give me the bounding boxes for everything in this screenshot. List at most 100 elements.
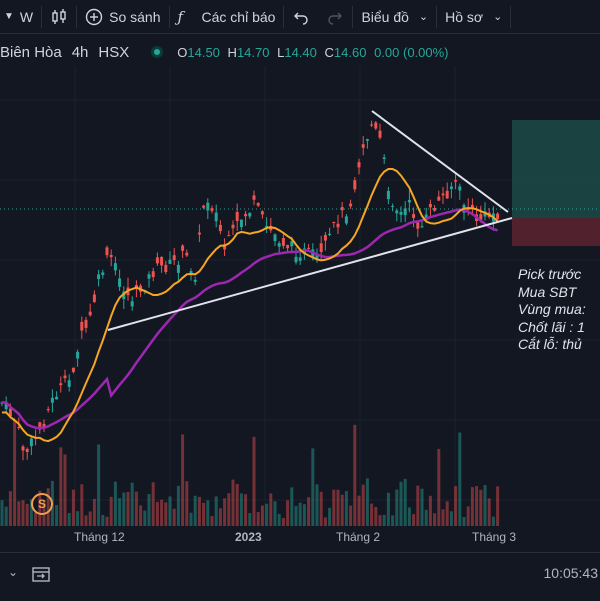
- candle-body: [433, 208, 437, 211]
- candle-body: [101, 272, 105, 275]
- volume-bar: [214, 496, 218, 526]
- upper-trendline[interactable]: [371, 110, 509, 213]
- candle-body: [231, 224, 235, 229]
- candle-body: [420, 226, 424, 228]
- candle-body: [21, 446, 25, 451]
- candle-body: [193, 279, 197, 282]
- date-range-icon[interactable]: [31, 564, 51, 584]
- market-status-icon[interactable]: [151, 46, 164, 58]
- candle-body: [382, 157, 386, 160]
- volume-bar: [29, 499, 33, 526]
- volume-bar: [193, 495, 197, 526]
- candle-body: [294, 256, 298, 263]
- candle-body: [17, 426, 21, 428]
- interval-button[interactable]: ▼ W: [4, 8, 34, 25]
- volume-bar: [382, 514, 386, 526]
- symbol-interval[interactable]: 4h: [71, 43, 89, 61]
- volume-bar: [248, 513, 252, 526]
- volume-bar: [139, 505, 143, 526]
- volume-bar: [273, 501, 277, 526]
- symbol-name[interactable]: Biên Hòa: [0, 43, 62, 61]
- bottom-bar: ⌄ 10:05:43: [0, 552, 600, 601]
- layout-button[interactable]: Biểu đồ ⌄: [361, 8, 429, 25]
- price-chart[interactable]: [0, 66, 600, 526]
- volume-bar: [265, 503, 269, 526]
- candle-body: [483, 211, 487, 217]
- ma-slow-line: [1, 208, 498, 430]
- candle-body: [248, 212, 252, 217]
- volume-bar: [185, 481, 189, 526]
- event-badge[interactable]: S: [31, 493, 53, 515]
- volume-bar: [256, 512, 260, 526]
- volume-bar: [424, 509, 428, 526]
- ma-fast-line: [1, 168, 499, 443]
- volume-bar: [281, 517, 285, 526]
- volume-bar: [496, 486, 500, 526]
- candle-body: [391, 205, 395, 207]
- candle-body: [428, 203, 432, 208]
- candle-body: [361, 144, 365, 148]
- volume-bar: [164, 502, 168, 526]
- plus-circle-icon: [85, 8, 103, 25]
- lower-trendline[interactable]: [107, 217, 513, 331]
- candle-body: [147, 274, 151, 279]
- candle-style-button[interactable]: [42, 0, 76, 33]
- candle-body: [4, 402, 8, 410]
- volume-bar: [277, 513, 281, 526]
- volume-bar: [361, 484, 365, 526]
- candle-body: [252, 195, 256, 200]
- candle-body: [445, 190, 449, 199]
- volume-bar: [260, 505, 264, 526]
- redo-icon: [328, 12, 343, 25]
- volume-bar: [420, 488, 424, 526]
- volume-bar: [109, 496, 113, 526]
- candle-body: [134, 284, 138, 288]
- volume-bar: [395, 489, 399, 526]
- loss-zone[interactable]: [512, 218, 600, 246]
- volume-bar: [113, 481, 117, 526]
- volume-bar: [433, 513, 437, 526]
- volume-bar: [290, 487, 294, 526]
- trade-note: Pick trước Mua SBT Vùng mua: Chốt lãi : …: [518, 266, 586, 352]
- candle-body: [8, 408, 12, 417]
- candle-body: [454, 180, 458, 182]
- candle-body: [164, 264, 168, 273]
- candle-body: [307, 247, 311, 249]
- volume-bar: [160, 499, 164, 526]
- candle-body: [496, 213, 500, 220]
- candle-body: [76, 351, 80, 359]
- candle-body: [92, 294, 96, 302]
- candle-body: [84, 319, 88, 328]
- volume-bar: [479, 489, 483, 526]
- undo-button[interactable]: [284, 0, 318, 33]
- time-axis[interactable]: Tháng 12 2023 Tháng 2 Tháng 3: [0, 526, 600, 548]
- candle-body: [365, 139, 369, 141]
- candle-body: [210, 208, 214, 211]
- indicators-button[interactable]: ƒ Các chỉ báo: [177, 7, 276, 26]
- volume-bar: [399, 481, 403, 526]
- symbol-exchange[interactable]: HSX: [98, 43, 130, 61]
- candle-body: [386, 190, 390, 200]
- candle-body: [113, 263, 117, 271]
- volume-bar: [155, 501, 159, 526]
- redo-button[interactable]: [318, 0, 352, 33]
- candle-body: [235, 211, 239, 221]
- volume-bar: [349, 505, 353, 526]
- divider: [283, 5, 285, 28]
- candle-body: [344, 216, 348, 224]
- candle-body: [88, 311, 92, 316]
- candle-body: [239, 219, 243, 228]
- profile-button[interactable]: Hồ sơ ⌄: [445, 8, 503, 25]
- candle-body: [260, 211, 264, 215]
- volume-bar: [311, 448, 315, 526]
- volume-bar: [407, 507, 411, 526]
- dropdown-arrow-icon[interactable]: ⌄: [8, 565, 19, 579]
- candle-body: [29, 438, 33, 447]
- volume-bar: [336, 489, 340, 526]
- profit-zone[interactable]: [512, 120, 600, 218]
- candle-body: [328, 233, 332, 235]
- symbol-legend: Biên Hòa 4h HSX O14.50 H14.70 L14.40 C14…: [0, 38, 449, 66]
- volume-bar: [84, 515, 88, 526]
- compare-button[interactable]: So sánh: [77, 0, 168, 33]
- volume-bar: [189, 512, 193, 526]
